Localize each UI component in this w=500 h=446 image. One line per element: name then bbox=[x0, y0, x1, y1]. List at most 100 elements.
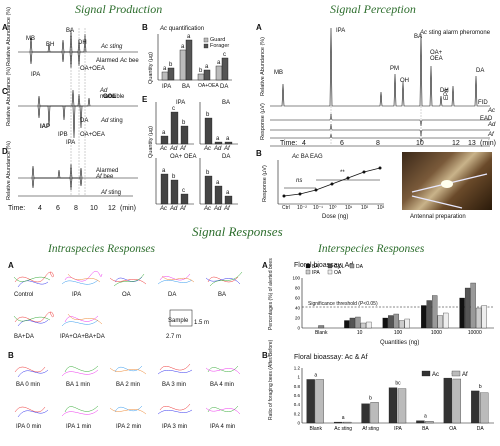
inter-A-bar-BA bbox=[459, 297, 465, 329]
barE-group-DA: DA bbox=[222, 154, 231, 160]
inter-panel-B: B bbox=[262, 351, 268, 360]
peak-IAP: IAP bbox=[40, 124, 51, 130]
inter-B-ytick: 1.2 bbox=[294, 366, 301, 371]
barB-title: Ac quantification bbox=[160, 26, 205, 32]
barE-x-af-1: Af bbox=[180, 146, 186, 152]
bar-chart-E bbox=[155, 102, 238, 205]
inter-B-letter: bc bbox=[395, 381, 401, 387]
inter-B-bar-Af bbox=[315, 379, 324, 424]
inter-A-ytick: 60 bbox=[295, 296, 301, 301]
inter-B-bar-Af bbox=[480, 392, 489, 424]
barB-letter-7: a bbox=[217, 60, 221, 66]
inter-A-legend-swatch bbox=[327, 263, 333, 269]
inter-A-bar-IPA bbox=[360, 322, 367, 329]
inter-B-bar-Af bbox=[425, 421, 434, 424]
inter-B-bar-Ac bbox=[306, 379, 315, 424]
production-yaxis-A: Relative Abundance (%) bbox=[6, 6, 12, 66]
inter-B-bar-Ac bbox=[416, 420, 425, 424]
perception-xtick-4: 4 bbox=[302, 140, 306, 147]
barE-letter-4: b bbox=[206, 112, 210, 118]
inter-A-ytick: 20 bbox=[295, 316, 301, 321]
peak-IPA-2: IPA bbox=[66, 140, 76, 146]
inter-B-ytick: 0.6 bbox=[294, 393, 301, 398]
inter-A-xtick: 10 bbox=[357, 330, 363, 336]
production-xtick-4: 4 bbox=[38, 205, 42, 212]
inter-B-bar-Ac bbox=[471, 390, 480, 424]
peak-GOL: GOL bbox=[103, 94, 116, 100]
barE-x-ac-1: Ac bbox=[160, 146, 168, 152]
perception-xtick-6: 6 bbox=[340, 140, 344, 147]
barE-letter-3: b bbox=[182, 120, 186, 126]
eag-chart bbox=[277, 160, 384, 205]
inter-B-bar-Af bbox=[452, 378, 462, 424]
peak-BH: BH bbox=[46, 42, 55, 48]
inter-A-legend-swatch bbox=[305, 263, 311, 269]
barB-ylabel: Quantity (µg) bbox=[148, 52, 154, 84]
eag-ylabel: Response (µV) bbox=[262, 165, 268, 202]
inter-B-ytick: 0.2 bbox=[294, 411, 301, 416]
inter-A-bar-DA bbox=[432, 295, 438, 329]
inter-B-legend-label: Ac bbox=[432, 372, 439, 378]
barB-letter-5: b bbox=[199, 68, 203, 74]
panel-label-A: A bbox=[2, 23, 8, 32]
trace-label-alarmed-af-bee: Alarmed Af bee bbox=[96, 168, 119, 180]
bar-chart-B bbox=[157, 34, 232, 81]
barE-x-ac-2: Ac bbox=[204, 146, 212, 152]
inter-A-ytick: 40 bbox=[295, 306, 301, 311]
eag-title: Ac BA EAG bbox=[292, 154, 323, 160]
chromatogram-perception bbox=[270, 27, 490, 147]
intra-label-combo: IPA+OA+BA+DA bbox=[60, 334, 105, 340]
perception-title: Ac sting alarm pheromone bbox=[420, 30, 491, 36]
inter-B-ytick: 0.8 bbox=[294, 384, 301, 389]
intra-scale-2-7m: 2.7 m bbox=[166, 334, 182, 340]
perception-xtick-12: 12 bbox=[452, 140, 460, 147]
production-yaxis-C: Relative Abundance (%) bbox=[6, 66, 12, 126]
inter-B-letter: b bbox=[369, 395, 372, 401]
inter-A-bar-BA bbox=[382, 317, 388, 329]
inter-A-xtick: 1000 bbox=[431, 330, 442, 336]
production-xtick-8: 8 bbox=[74, 205, 78, 212]
eag-xtick-4: 10¹ bbox=[345, 205, 353, 211]
inter-A-bar-GOL bbox=[464, 287, 471, 329]
inter-A-xtick: 100 bbox=[394, 330, 403, 336]
inter-B-letter: a bbox=[342, 415, 345, 421]
inter-A-bar-OA bbox=[404, 318, 410, 329]
inter-A-bar-IPA bbox=[437, 315, 443, 329]
barB-letter-8: c bbox=[223, 52, 226, 58]
inter-B-letter: a bbox=[424, 414, 427, 420]
inter-A-bar-GOL bbox=[426, 300, 432, 329]
barE-x-ac-4: Ac bbox=[204, 206, 212, 212]
eag-xtick-2: 10⁻¹ bbox=[313, 205, 323, 211]
peak-OA-OEA-2: OA+OEA bbox=[80, 132, 105, 138]
inter-A-bar-IPA bbox=[475, 307, 482, 329]
barB-legend-guard: Guard bbox=[210, 37, 226, 43]
panel-label-E: E bbox=[142, 95, 148, 104]
inter-A-bar-OA bbox=[366, 321, 372, 329]
intra-label-BA-1: BA 1 min bbox=[66, 382, 91, 388]
inter-B-legend-label: Af bbox=[462, 372, 468, 378]
intra-label-DA: DA bbox=[168, 292, 177, 298]
intra-label-IPA-1: IPA 1 min bbox=[66, 424, 92, 430]
perception-xtick-8: 8 bbox=[376, 140, 380, 147]
perception-peak-IPA: IPA bbox=[336, 28, 346, 34]
intra-label-IPA-3: IPA 3 min bbox=[162, 424, 188, 430]
antennal-preparation-label: Antennal preparation bbox=[410, 214, 466, 220]
trace-label-af-sting: Af sting bbox=[101, 190, 122, 196]
title-signal-perception: Signal Perception bbox=[330, 2, 416, 16]
electrode-drawing bbox=[411, 173, 488, 209]
panel-label-B: B bbox=[142, 23, 148, 32]
inter-B-bar-Af bbox=[342, 421, 352, 424]
peak-DA: DA bbox=[80, 118, 89, 124]
motion-traces bbox=[13, 270, 243, 418]
barE-letter-11: a bbox=[216, 180, 220, 186]
barE-x-ad-2: Ad bbox=[214, 146, 222, 152]
barE-x-af-3: Af bbox=[180, 206, 186, 212]
perception-ead-ad: Ad bbox=[488, 122, 496, 128]
inter-A-legend-label: OA bbox=[334, 270, 342, 276]
inter-A-xlabel: Quantities (ng) bbox=[380, 340, 420, 346]
perception-peak-DH: DH bbox=[440, 88, 449, 94]
perception-xtick-10: 10 bbox=[416, 140, 424, 147]
inter-A-bar-IPA bbox=[399, 320, 405, 329]
intra-panel-A: A bbox=[8, 261, 14, 270]
barB-letter-4: a bbox=[187, 34, 191, 40]
